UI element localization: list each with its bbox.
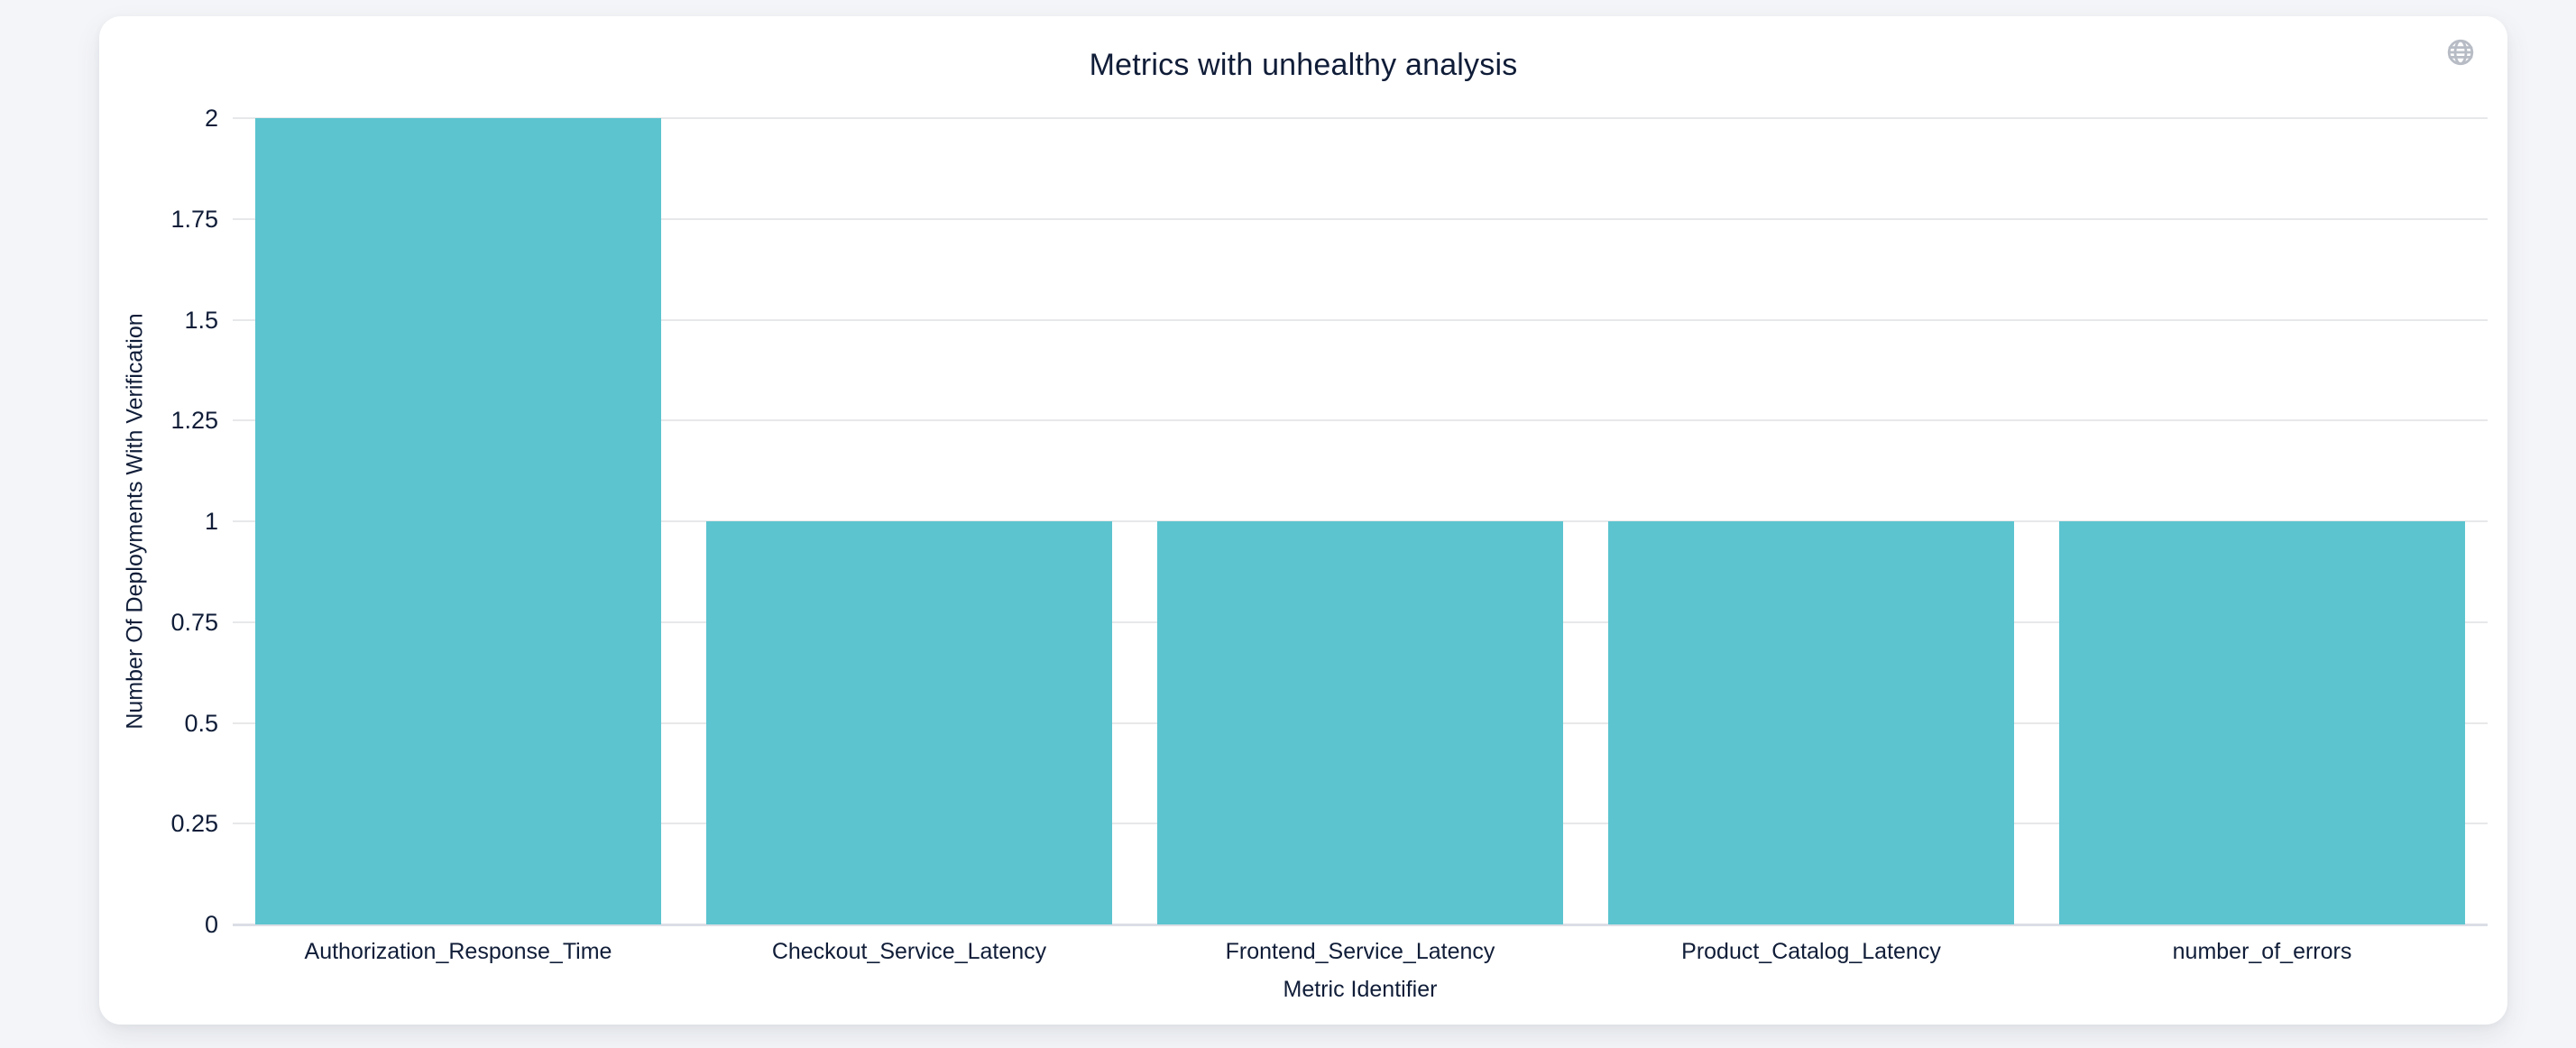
y-tick-label: 1.5 <box>184 306 218 334</box>
y-tick-label: 1.75 <box>170 205 218 233</box>
x-tick-label: Frontend_Service_Latency <box>1225 939 1495 964</box>
bar[interactable] <box>1157 521 1563 924</box>
y-tick-label: 1 <box>204 508 218 535</box>
chart-card: Metrics with unhealthy analysis Number O… <box>99 16 2507 1025</box>
x-tick-label: number_of_errors <box>2172 939 2352 964</box>
gridline <box>233 217 2488 220</box>
x-tick-label: Checkout_Service_Latency <box>771 939 1047 964</box>
y-tick-label: 0.75 <box>170 608 218 636</box>
plot-area[interactable] <box>233 117 2488 926</box>
y-tick-label: 0 <box>204 911 218 938</box>
y-tick-label: 0.25 <box>170 810 218 838</box>
bar[interactable] <box>255 118 661 924</box>
gridline <box>233 419 2488 422</box>
bar[interactable] <box>706 521 1112 924</box>
x-axis-zero-line <box>233 924 2488 926</box>
gridline <box>233 117 2488 119</box>
chart-title: Metrics with unhealthy analysis <box>1089 48 1518 82</box>
x-axis-title: Metric Identifier <box>1283 977 1438 1002</box>
gridline <box>233 318 2488 321</box>
bar[interactable] <box>2059 521 2465 924</box>
globe-icon <box>2445 37 2476 68</box>
bar[interactable] <box>1608 521 2014 924</box>
x-tick-label: Authorization_Response_Time <box>304 939 612 964</box>
y-tick-label: 2 <box>204 105 218 132</box>
globe-button[interactable] <box>2444 36 2477 69</box>
y-tick-label: 1.25 <box>170 407 218 435</box>
y-tick-label: 0.5 <box>184 709 218 737</box>
x-tick-label: Product_Catalog_Latency <box>1681 939 1941 964</box>
